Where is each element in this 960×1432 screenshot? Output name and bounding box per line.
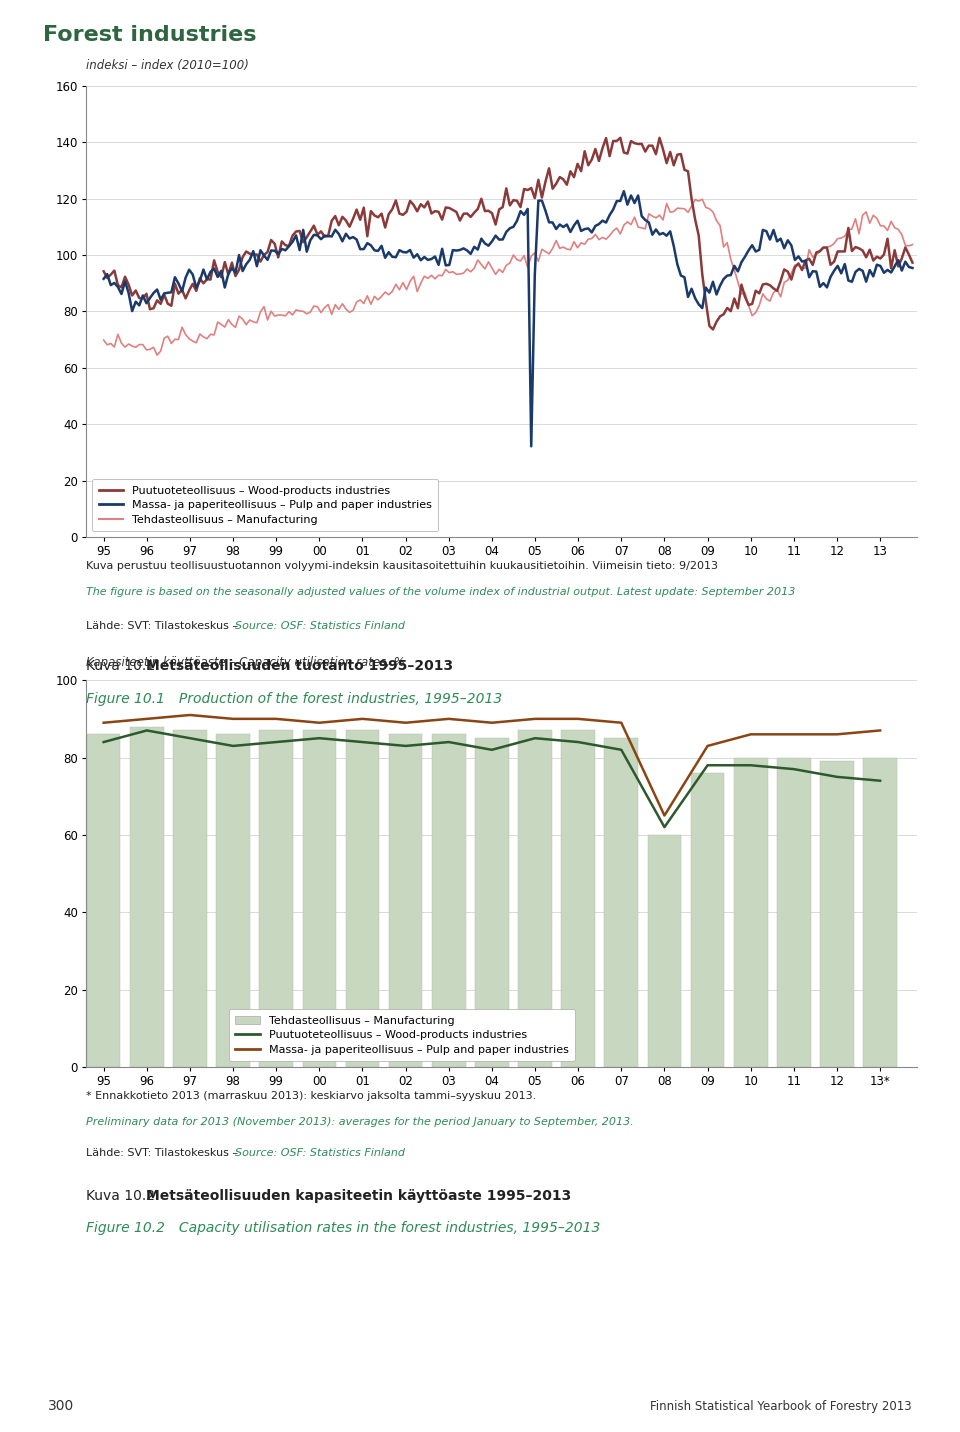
Text: Figure 10.2 Capacity utilisation rates in the forest industries, 1995–2013: Figure 10.2 Capacity utilisation rates i… — [86, 1221, 601, 1236]
Bar — [173, 730, 206, 1067]
Text: Source: OSF: Statistics Finland: Source: OSF: Statistics Finland — [235, 621, 405, 632]
Bar — [216, 735, 250, 1067]
Text: * Ennakkotieto 2013 (marraskuu 2013): keskiarvo jaksolta tammi–syyskuu 2013.: * Ennakkotieto 2013 (marraskuu 2013): ke… — [86, 1091, 537, 1101]
Text: Lähde: SVT: Tilastokeskus –: Lähde: SVT: Tilastokeskus – — [86, 621, 242, 632]
Bar — [432, 735, 466, 1067]
Bar — [691, 773, 725, 1067]
Bar — [518, 730, 552, 1067]
Bar — [302, 730, 336, 1067]
Bar — [863, 758, 897, 1067]
Bar — [648, 835, 682, 1067]
Text: Kapasiteetin käyttöaste – Capacity utilisation rates, %: Kapasiteetin käyttöaste – Capacity utili… — [86, 656, 405, 669]
Bar — [562, 730, 595, 1067]
Bar — [86, 735, 120, 1067]
Bar — [820, 762, 853, 1067]
Text: Kuva perustuu teollisuustuotannon volyymi-indeksin kausitasoitettuihin kuukausit: Kuva perustuu teollisuustuotannon volyym… — [86, 561, 718, 571]
Bar — [130, 726, 163, 1067]
Text: Metsäteollisuuden kapasiteetin käyttöaste 1995–2013: Metsäteollisuuden kapasiteetin käyttöast… — [146, 1189, 571, 1203]
Text: Figure 10.1 Production of the forest industries, 1995–2013: Figure 10.1 Production of the forest ind… — [86, 692, 503, 706]
Bar — [733, 758, 768, 1067]
Bar — [777, 758, 810, 1067]
Text: Lähde: SVT: Tilastokeskus –: Lähde: SVT: Tilastokeskus – — [86, 1148, 242, 1158]
Text: Forest industries: Forest industries — [43, 24, 256, 44]
Bar — [346, 730, 379, 1067]
Bar — [389, 735, 422, 1067]
Text: The figure is based on the seasonally adjusted values of the volume index of ind: The figure is based on the seasonally ad… — [86, 587, 796, 597]
Bar — [259, 730, 293, 1067]
Legend: Tehdasteollisuus – Manufacturing, Puutuoteteollisuus – Wood-products industries,: Tehdasteollisuus – Manufacturing, Puutuo… — [228, 1010, 575, 1061]
Text: 300: 300 — [48, 1399, 74, 1413]
Legend: Puutuoteteollisuus – Wood-products industries, Massa- ja paperiteollisuus – Pulp: Puutuoteteollisuus – Wood-products indus… — [92, 480, 439, 531]
Bar — [605, 737, 638, 1067]
Bar — [475, 737, 509, 1067]
Text: Metsäteollisuuden tuotanto 1995–2013: Metsäteollisuuden tuotanto 1995–2013 — [146, 659, 453, 673]
Text: Kuva 10.2: Kuva 10.2 — [86, 1189, 169, 1203]
Text: 10: 10 — [5, 27, 36, 47]
Text: Kuva 10.1: Kuva 10.1 — [86, 659, 169, 673]
Text: Finnish Statistical Yearbook of Forestry 2013: Finnish Statistical Yearbook of Forestry… — [650, 1399, 912, 1413]
Text: Source: OSF: Statistics Finland: Source: OSF: Statistics Finland — [235, 1148, 405, 1158]
Text: indeksi – index (2010=100): indeksi – index (2010=100) — [86, 59, 250, 73]
Text: Preliminary data for 2013 (November 2013): averages for the period January to Se: Preliminary data for 2013 (November 2013… — [86, 1117, 635, 1127]
